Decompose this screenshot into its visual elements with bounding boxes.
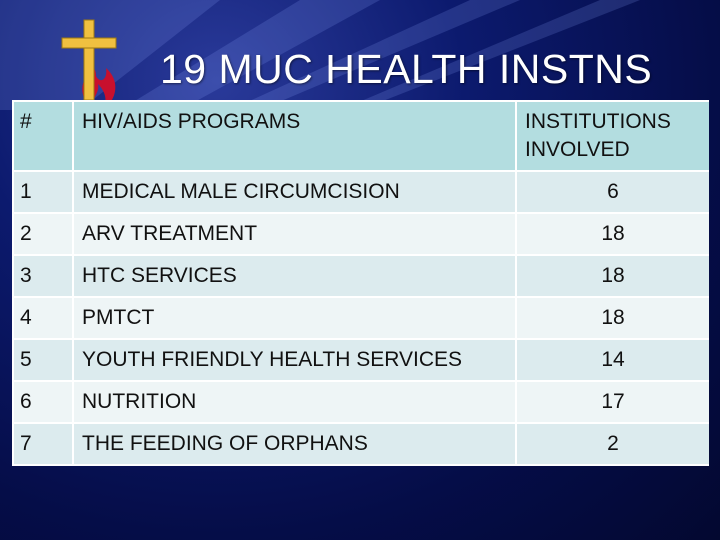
row-index: 2 <box>12 212 74 256</box>
slide-title: 19 MUC HEALTH INSTNS <box>160 46 653 92</box>
table-header-row: # HIV/AIDS PROGRAMS INSTITUTIONS INVOLVE… <box>12 100 709 172</box>
row-program: THE FEEDING OF ORPHANS <box>72 422 517 466</box>
table-row: 2 ARV TREATMENT 18 <box>12 212 709 256</box>
row-program: MEDICAL MALE CIRCUMCISION <box>72 170 517 214</box>
row-institutions: 6 <box>515 170 709 214</box>
header-programs: HIV/AIDS PROGRAMS <box>72 100 517 172</box>
table-row: 6 NUTRITION 17 <box>12 380 709 424</box>
header-index: # <box>12 100 74 172</box>
table-row: 5 YOUTH FRIENDLY HEALTH SERVICES 14 <box>12 338 709 382</box>
table-row: 1 MEDICAL MALE CIRCUMCISION 6 <box>12 170 709 214</box>
row-index: 1 <box>12 170 74 214</box>
row-index: 5 <box>12 338 74 382</box>
header-institutions: INSTITUTIONS INVOLVED <box>515 100 709 172</box>
row-institutions: 2 <box>515 422 709 466</box>
row-index: 7 <box>12 422 74 466</box>
row-program: HTC SERVICES <box>72 254 517 298</box>
background-light-rays <box>0 0 640 110</box>
row-index: 4 <box>12 296 74 340</box>
row-program: YOUTH FRIENDLY HEALTH SERVICES <box>72 338 517 382</box>
row-index: 6 <box>12 380 74 424</box>
row-program: NUTRITION <box>72 380 517 424</box>
programs-table: # HIV/AIDS PROGRAMS INSTITUTIONS INVOLVE… <box>12 100 709 540</box>
row-institutions: 17 <box>515 380 709 424</box>
row-institutions: 18 <box>515 254 709 298</box>
row-program: ARV TREATMENT <box>72 212 517 256</box>
row-institutions: 14 <box>515 338 709 382</box>
row-program: PMTCT <box>72 296 517 340</box>
table-row: 4 PMTCT 18 <box>12 296 709 340</box>
table-row: 7 THE FEEDING OF ORPHANS 2 <box>12 422 709 466</box>
table-row: 3 HTC SERVICES 18 <box>12 254 709 298</box>
row-institutions: 18 <box>515 296 709 340</box>
row-index: 3 <box>12 254 74 298</box>
cross-flame-logo-icon <box>61 19 117 110</box>
row-institutions: 18 <box>515 212 709 256</box>
